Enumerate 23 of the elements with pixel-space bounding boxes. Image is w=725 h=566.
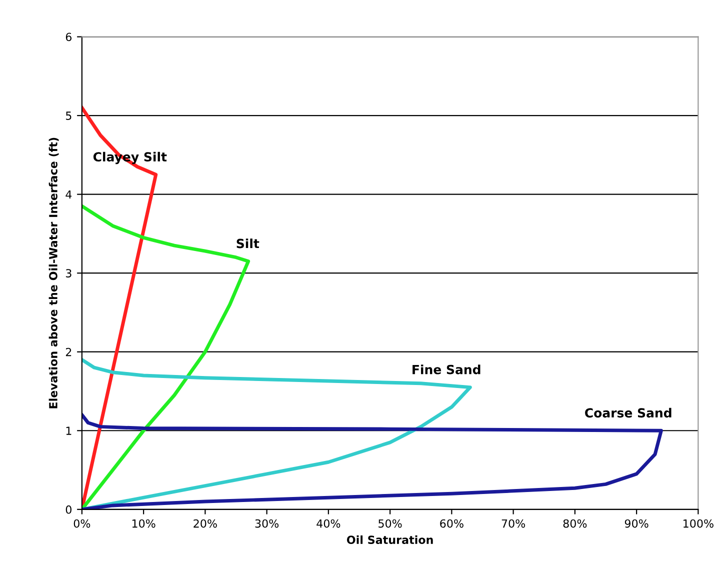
y-tick-label: 5	[66, 112, 72, 120]
y-tick-label: 3	[66, 269, 72, 278]
x-tick-label: 80%	[563, 519, 587, 528]
series-label: Silt	[236, 238, 260, 248]
y-tick-label: 4	[66, 190, 72, 199]
y-tick-label: 6	[66, 32, 72, 42]
x-tick-label: 40%	[316, 519, 340, 528]
x-tick-label: 10%	[132, 519, 156, 528]
x-tick-label: 70%	[502, 519, 526, 528]
x-tick-label: 20%	[194, 519, 217, 528]
series-label: Coarse Sand	[585, 408, 672, 418]
x-axis-title: Oil Saturation	[346, 535, 433, 544]
series-label: Fine Sand	[412, 364, 480, 374]
x-tick-label: 60%	[440, 519, 464, 528]
y-tick-label: 0	[66, 505, 72, 514]
x-tick-label: 90%	[624, 519, 648, 528]
x-tick-label: 30%	[255, 519, 279, 528]
y-tick-label: 2	[66, 348, 72, 356]
x-tick-label: 50%	[378, 519, 402, 528]
y-axis-title: Elevation above the Oil-Water Interface (ft)	[48, 138, 59, 408]
y-tick-label: 1	[66, 426, 72, 435]
x-tick-label: 0%	[74, 519, 90, 528]
x-tick-label: 100%	[684, 519, 714, 528]
